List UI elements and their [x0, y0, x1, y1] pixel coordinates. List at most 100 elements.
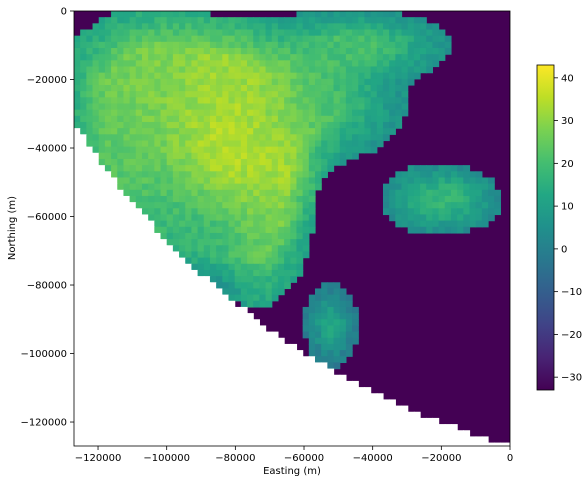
nodata-cell	[197, 300, 205, 308]
nodata-cell	[160, 313, 168, 320]
heatmap-cell	[333, 288, 341, 296]
nodata-cell	[98, 393, 106, 401]
nodata-cell	[123, 417, 131, 425]
nodata-cell	[98, 202, 106, 209]
heatmap-cell	[240, 54, 248, 61]
heatmap-cell	[277, 140, 285, 148]
heatmap-cell	[129, 195, 137, 203]
nodata-cell	[74, 387, 81, 394]
heatmap-cell	[240, 29, 248, 37]
heatmap-cell	[172, 134, 180, 142]
heatmap-cell	[444, 202, 452, 209]
nodata-cell	[302, 399, 310, 407]
heatmap-cell	[284, 54, 291, 61]
heatmap-cell	[308, 208, 316, 216]
nodata-cell	[74, 300, 81, 308]
heatmap-cell	[222, 239, 230, 246]
nodata-cell	[222, 356, 230, 364]
nodata-cell	[80, 276, 87, 283]
nodata-cell	[80, 442, 87, 446]
heatmap-cell	[382, 109, 390, 117]
heatmap-cell	[481, 189, 489, 197]
heatmap-cell	[290, 226, 298, 234]
nodata-cell	[228, 411, 236, 419]
heatmap-cell	[333, 319, 341, 327]
heatmap-cell	[333, 23, 341, 31]
heatmap-cell	[259, 288, 267, 296]
heatmap-cell	[135, 202, 143, 209]
nodata-cell	[74, 195, 81, 203]
heatmap-cell	[444, 47, 452, 55]
nodata-cell	[117, 276, 125, 283]
heatmap-cell	[488, 177, 495, 185]
heatmap-cell	[216, 140, 223, 148]
nodata-cell	[141, 368, 149, 376]
heatmap-cell	[185, 239, 193, 246]
nodata-cell	[148, 442, 155, 446]
nodata-cell	[80, 171, 87, 179]
heatmap-cell	[277, 41, 285, 49]
heatmap-cell	[413, 202, 421, 209]
nodata-cell	[117, 368, 125, 376]
nodata-cell	[253, 368, 260, 376]
nodata-cell	[240, 368, 248, 376]
heatmap-cell	[160, 134, 168, 142]
nodata-cell	[259, 343, 267, 351]
nodata-cell	[185, 442, 193, 446]
heatmap-cell	[333, 152, 341, 160]
heatmap-cell	[166, 232, 174, 240]
nodata-cell	[111, 417, 118, 425]
heatmap-cell	[111, 72, 118, 80]
heatmap-cell	[420, 23, 427, 31]
heatmap-cell	[413, 171, 421, 179]
heatmap-cell	[308, 202, 316, 209]
nodata-cell	[358, 411, 366, 419]
nodata-cell	[135, 288, 143, 296]
nodata-cell	[308, 356, 316, 364]
heatmap-cell	[98, 103, 106, 111]
heatmap-cell	[284, 226, 291, 234]
heatmap-cell	[284, 146, 291, 154]
heatmap-cell	[240, 47, 248, 55]
heatmap-cell	[352, 325, 359, 333]
nodata-cell	[185, 368, 193, 376]
nodata-cell	[123, 232, 131, 240]
nodata-cell	[129, 300, 137, 308]
nodata-cell	[80, 134, 87, 142]
heatmap-cell	[129, 66, 137, 74]
nodata-cell	[80, 251, 87, 259]
heatmap-cell	[209, 23, 217, 31]
nodata-cell	[191, 387, 199, 394]
heatmap-cell	[104, 152, 112, 160]
heatmap-cell	[315, 337, 322, 345]
heatmap-cell	[296, 214, 304, 222]
nodata-cell	[86, 146, 94, 154]
heatmap-cell	[259, 128, 267, 135]
nodata-cell	[222, 380, 230, 388]
heatmap-cell	[284, 245, 291, 253]
heatmap-cell	[339, 331, 347, 339]
nodata-cell	[345, 417, 353, 425]
heatmap-cell	[86, 29, 94, 37]
nodata-cell	[154, 380, 162, 388]
heatmap-cell	[203, 269, 211, 277]
heatmap-cell	[296, 134, 304, 142]
heatmap-cell	[203, 91, 211, 98]
heatmap-cell	[154, 66, 162, 74]
heatmap-cell	[302, 128, 310, 135]
heatmap-cell	[234, 195, 242, 203]
nodata-cell	[290, 362, 298, 370]
nodata-cell	[216, 306, 223, 314]
heatmap-cell	[432, 214, 440, 222]
nodata-cell	[401, 436, 409, 444]
heatmap-cell	[376, 60, 384, 68]
nodata-cell	[154, 306, 162, 314]
heatmap-cell	[315, 60, 322, 68]
heatmap-cell	[135, 140, 143, 148]
nodata-cell	[86, 294, 94, 302]
nodata-cell	[463, 430, 471, 438]
nodata-cell	[98, 436, 106, 444]
heatmap-cell	[395, 115, 403, 123]
heatmap-cell	[209, 202, 217, 209]
heatmap-cell	[216, 78, 223, 86]
